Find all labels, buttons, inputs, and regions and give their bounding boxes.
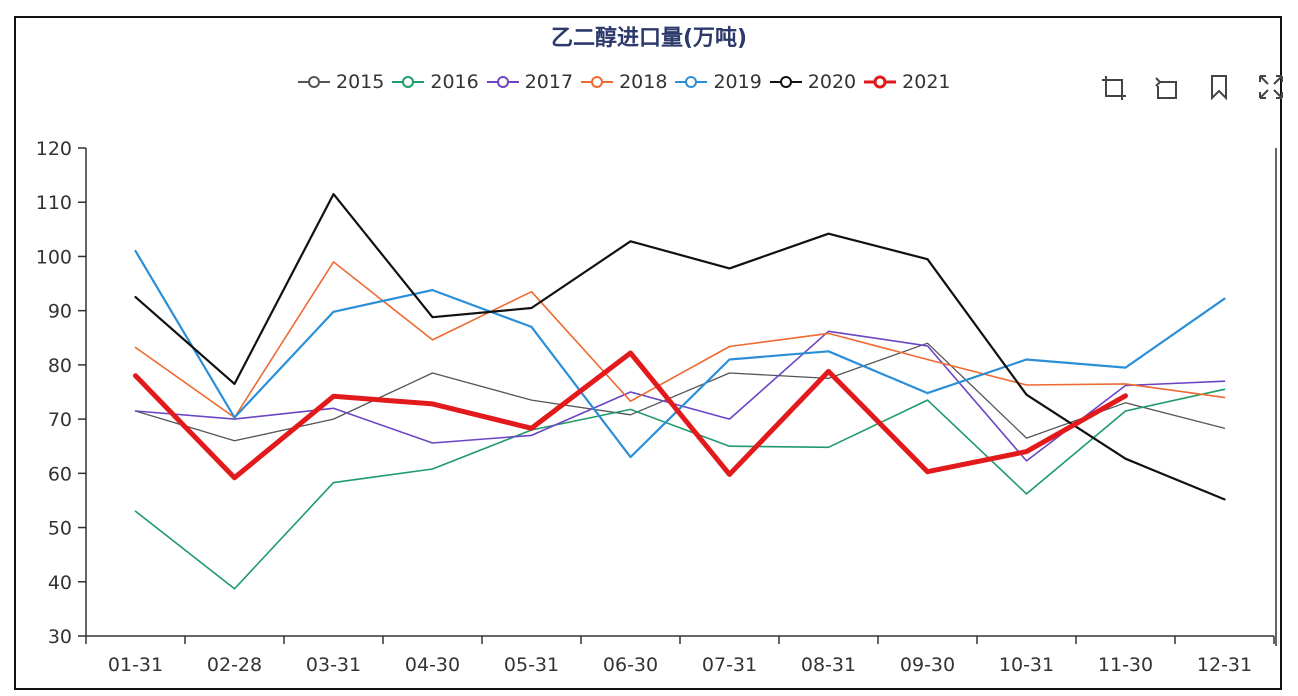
legend-marker-icon [864, 75, 897, 89]
x-tick-label-09-30: 09-30 [900, 654, 955, 676]
zoom-icon[interactable] [1100, 72, 1130, 102]
x-tick-label-12-31: 12-31 [1197, 654, 1252, 676]
series-line-2018 [134, 261, 1226, 419]
legend-item-2016[interactable]: 2016 [390, 71, 479, 93]
chart-title: 乙二醇进口量(万吨) [550, 26, 748, 51]
x-tick-label-10-31: 10-31 [999, 654, 1054, 676]
y-tick-label-50: 50 [48, 518, 72, 540]
legend-marker-icon [581, 76, 614, 88]
x-tick-label-05-31: 05-31 [504, 654, 559, 676]
legend-marker-icon [392, 76, 425, 88]
chart-frame [14, 16, 1282, 690]
legend-item-2021[interactable]: 2021 [862, 71, 951, 93]
fullscreen-icon[interactable] [1256, 72, 1286, 102]
chart-toolbox [1100, 72, 1286, 108]
series-line-2017 [134, 330, 1226, 462]
chart-axes: 30 40 50 60 70 80 90 100 110 120 01-31 02-28 03-31 04… [36, 138, 1277, 676]
legend-label: 2019 [713, 71, 762, 93]
legend-label: 2021 [902, 71, 951, 93]
legend-label: 2018 [619, 71, 668, 93]
legend-item-2017[interactable]: 2017 [485, 71, 573, 93]
x-tick-label-11-30: 11-30 [1098, 654, 1153, 676]
legend-marker-icon [769, 76, 802, 88]
legend-label: 2016 [430, 71, 479, 93]
x-tick-label-04-30: 04-30 [405, 654, 460, 676]
plot-area [133, 193, 1226, 590]
x-tick-label-08-31: 08-31 [801, 654, 856, 676]
x-tick-label-03-31: 03-31 [306, 654, 361, 676]
y-tick-label-60: 60 [48, 463, 72, 485]
y-tick-label-70: 70 [48, 409, 72, 431]
x-tick-label-02-28: 02-28 [207, 654, 262, 676]
y-tick-label-90: 90 [48, 301, 72, 323]
legend-marker-icon [675, 76, 708, 88]
y-tick-label-100: 100 [36, 246, 72, 268]
y-tick-label-40: 40 [48, 572, 72, 594]
x-tick-label-06-30: 06-30 [603, 654, 658, 676]
legend-item-2020[interactable]: 2020 [768, 71, 856, 93]
x-tick-label-07-31: 07-31 [702, 654, 757, 676]
legend-label: 2015 [336, 71, 385, 93]
save-image-icon[interactable] [1204, 72, 1234, 102]
chart-legend: 2015 2016 2017 2018 2019 2020 2021 [296, 68, 957, 96]
legend-label: 2020 [807, 71, 857, 93]
y-tick-label-30: 30 [48, 626, 72, 648]
legend-item-2019[interactable]: 2019 [673, 71, 762, 93]
series-line-2016 [134, 388, 1226, 590]
series-line-2019 [134, 249, 1226, 459]
y-tick-label-120: 120 [36, 138, 72, 160]
legend-marker-icon [298, 76, 330, 88]
legend-label: 2017 [524, 71, 574, 93]
legend-marker-icon [486, 76, 519, 88]
series-line-2015 [134, 342, 1226, 442]
y-tick-label-110: 110 [36, 192, 72, 214]
legend-item-2018[interactable]: 2018 [579, 71, 667, 93]
series-line-2020 [134, 193, 1226, 501]
y-tick-label-80: 80 [48, 355, 72, 377]
legend-item-2015[interactable]: 2015 [296, 71, 384, 93]
x-tick-label-01-31: 01-31 [108, 654, 163, 676]
series-line-2021 [133, 350, 1128, 481]
restore-icon[interactable] [1152, 72, 1182, 102]
